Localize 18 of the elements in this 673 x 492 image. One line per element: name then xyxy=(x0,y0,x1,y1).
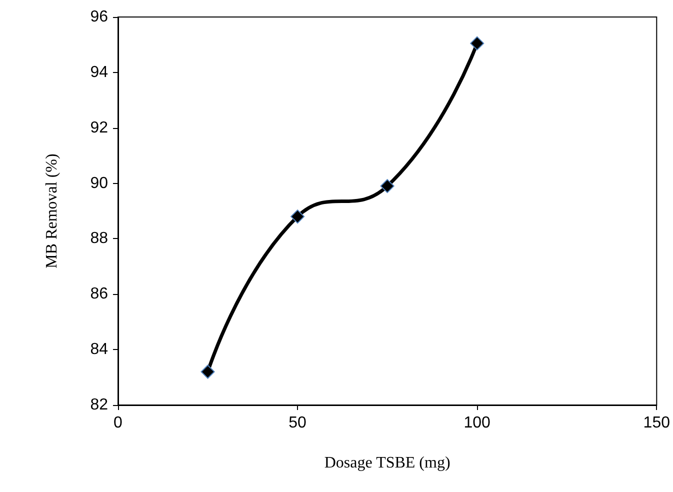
x-tick-label: 150 xyxy=(643,414,670,432)
y-axis-title: MB Removal (%) xyxy=(44,154,60,268)
x-tick-label: 0 xyxy=(114,414,123,432)
y-tick-label: 86 xyxy=(90,286,108,303)
y-tick-label: 92 xyxy=(90,119,108,136)
point xyxy=(200,364,215,379)
y-tick-label: 84 xyxy=(90,341,108,358)
x-tick-label: 50 xyxy=(288,414,307,432)
y-tick-label: 88 xyxy=(90,230,108,248)
y-tick-label: 96 xyxy=(90,8,108,26)
point xyxy=(290,210,305,224)
x-axis-title: Dosage TSBE (mg) xyxy=(324,454,450,472)
y-tick-label: 90 xyxy=(90,174,108,192)
y-tick-label: 94 xyxy=(90,64,108,81)
point xyxy=(470,36,484,50)
point xyxy=(380,179,394,194)
y-tick-label: 82 xyxy=(90,396,108,414)
x-tick-label: 100 xyxy=(464,414,491,432)
